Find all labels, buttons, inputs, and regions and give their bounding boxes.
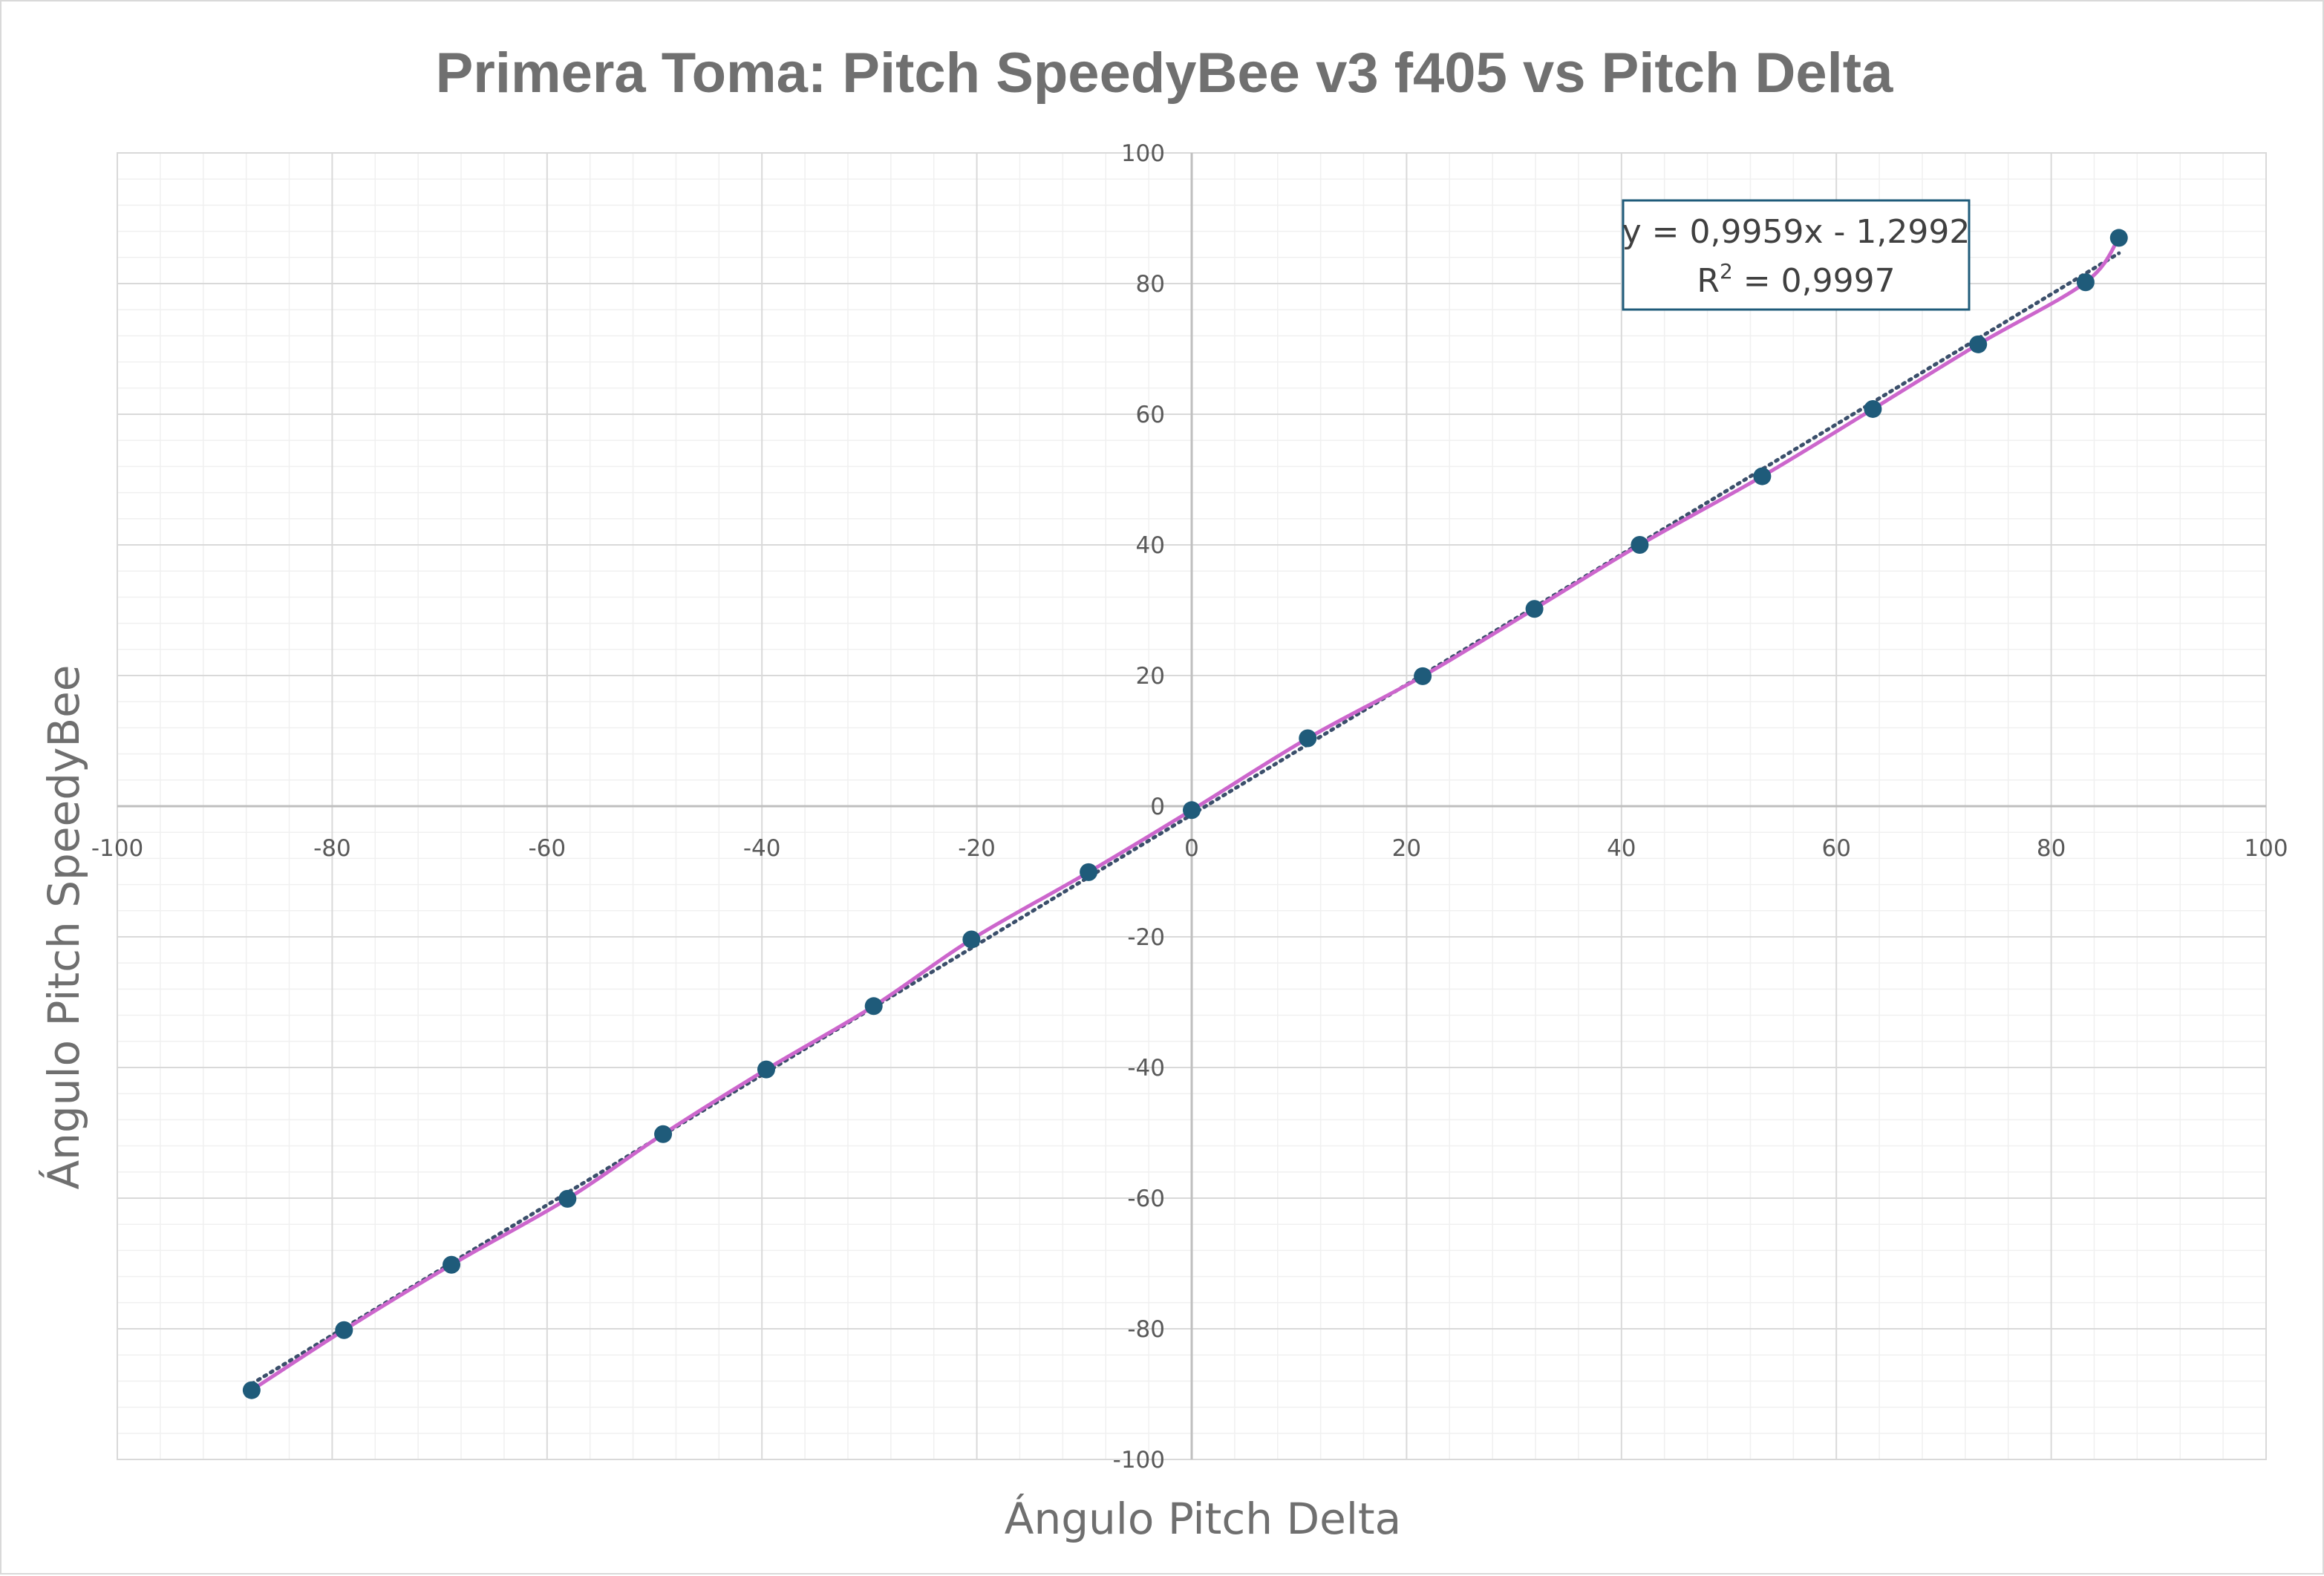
x-tick-label: 80 [2037, 835, 2066, 862]
y-tick-label: 20 [1136, 663, 1165, 690]
y-tick-label: 40 [1136, 532, 1165, 559]
y-tick-label: 80 [1136, 271, 1165, 298]
data-point [2109, 229, 2128, 247]
data-point [1414, 667, 1432, 685]
data-point [757, 1060, 775, 1079]
x-tick-label: -100 [91, 835, 143, 862]
y-axis-title: Ángulo Pitch SpeedyBee [38, 665, 89, 1190]
series-points [242, 229, 2128, 1399]
data-point [1080, 863, 1098, 881]
data-point [1753, 467, 1772, 485]
data-point [1299, 729, 1317, 748]
x-axis-title: Ángulo Pitch Delta [1005, 1493, 1401, 1544]
x-tick-label: 40 [1607, 835, 1636, 862]
data-point [242, 1381, 261, 1399]
data-point [1631, 536, 1649, 554]
data-point [1183, 801, 1201, 820]
equation-box-border [1622, 199, 1971, 311]
trendline-line [249, 251, 2121, 1386]
y-tick-label: -40 [1127, 1055, 1165, 1082]
y-tick-label: -20 [1127, 924, 1165, 951]
x-tick-label: -80 [313, 835, 351, 862]
data-point [443, 1255, 461, 1274]
x-tick-label: -60 [528, 835, 566, 862]
x-tick-labels: -100 -80 -60 -40 -20 0 20 40 60 80 100 [91, 835, 2288, 862]
data-point [1525, 600, 1544, 618]
y-tick-label: -100 [1113, 1447, 1165, 1474]
trendline-r-squared: R2 = 0,9997 [1697, 259, 1895, 300]
x-tick-label: 20 [1392, 835, 1421, 862]
data-point [962, 930, 981, 949]
x-tick-label: 100 [2244, 835, 2288, 862]
data-point [558, 1189, 577, 1208]
trendline [249, 251, 2121, 1386]
x-tick-label: -40 [743, 835, 781, 862]
trendline-equation-box: y = 0,9959x - 1,2992 R2 = 0,9997 [1622, 199, 1971, 311]
y-tick-label: 0 [1150, 794, 1165, 820]
data-point [864, 997, 883, 1016]
y-tick-labels: -100 -80 -60 -40 -20 0 20 40 60 80 100 [1113, 140, 1165, 1474]
y-tick-label: -60 [1127, 1186, 1165, 1212]
data-point [1969, 335, 1988, 353]
x-tick-label: 60 [1821, 835, 1850, 862]
trendline-equation: y = 0,9959x - 1,2992 [1622, 213, 1971, 251]
y-tick-label: 100 [1121, 140, 1165, 167]
chart-title: Primera Toma: Pitch SpeedyBee v3 f405 vs… [436, 42, 1893, 105]
data-point [654, 1125, 673, 1143]
x-tick-label: 0 [1184, 835, 1199, 862]
y-tick-label: -80 [1127, 1316, 1165, 1343]
data-point [2076, 273, 2095, 292]
data-point [1864, 399, 1882, 418]
y-tick-label: 60 [1136, 402, 1165, 428]
data-point [335, 1321, 353, 1339]
x-tick-label: -20 [958, 835, 996, 862]
